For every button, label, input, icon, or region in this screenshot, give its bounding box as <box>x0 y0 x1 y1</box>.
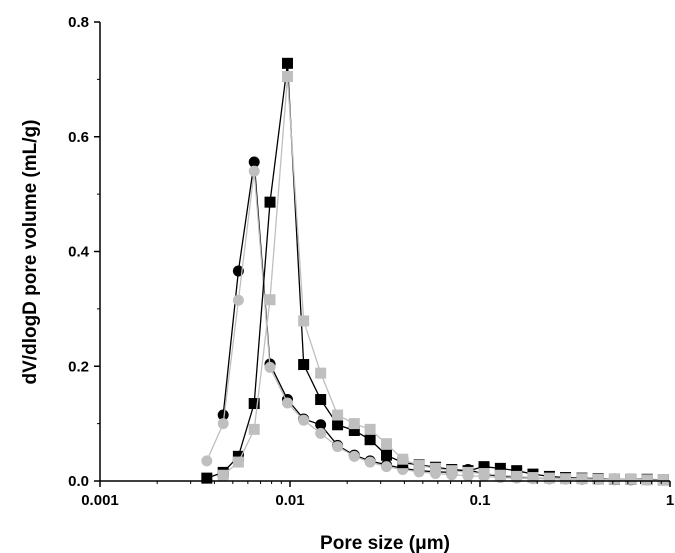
data-point <box>248 423 260 435</box>
x-tick-label: 0.001 <box>81 492 119 509</box>
data-point <box>494 462 506 474</box>
data-point <box>217 409 229 421</box>
series-4 <box>217 71 669 486</box>
data-point <box>657 474 669 486</box>
data-point <box>217 469 229 481</box>
data-point <box>446 465 458 477</box>
data-point <box>332 409 344 421</box>
axes-layer <box>99 22 670 482</box>
y-tick-label: 0.6 <box>68 129 89 146</box>
series-1 <box>217 156 669 486</box>
data-point <box>380 438 392 450</box>
y-axis-title: dV/dlogD pore volume (mL/g) <box>20 120 41 385</box>
data-point <box>201 472 213 484</box>
data-point <box>641 474 653 486</box>
data-point <box>264 294 276 306</box>
series-2 <box>201 165 669 486</box>
data-point <box>281 57 293 69</box>
data-point <box>348 418 360 430</box>
x-tick-label: 0.1 <box>470 492 491 509</box>
series-line <box>222 161 664 481</box>
data-point <box>298 359 310 371</box>
data-point <box>332 441 344 453</box>
data-point <box>527 472 539 484</box>
data-point <box>264 196 276 208</box>
series-layer <box>201 57 669 486</box>
data-point <box>592 473 604 485</box>
data-point <box>217 418 229 430</box>
data-point <box>298 315 310 327</box>
data-point <box>332 419 344 431</box>
data-point <box>248 165 260 177</box>
data-point <box>364 423 376 435</box>
data-point <box>608 473 620 485</box>
data-point <box>543 472 555 484</box>
y-tick-label: 0.0 <box>68 473 89 490</box>
data-point <box>248 156 260 168</box>
data-point <box>281 397 293 409</box>
data-point <box>478 468 490 480</box>
data-point <box>298 414 310 426</box>
data-point <box>625 473 637 485</box>
data-point <box>232 450 244 462</box>
data-point <box>281 71 293 83</box>
ticks-layer: 0.001 0.01 0.1 1 0.0 0.2 0.4 0.6 0.8 <box>68 14 674 509</box>
data-point <box>511 470 523 482</box>
data-point <box>380 461 392 473</box>
data-point <box>248 398 260 410</box>
series-3 <box>201 57 669 486</box>
data-point <box>232 294 244 306</box>
y-tick-label: 0.4 <box>68 244 90 261</box>
data-point <box>232 456 244 468</box>
y-tick-label: 0.2 <box>68 358 89 375</box>
data-point <box>201 455 213 467</box>
data-point <box>348 450 360 462</box>
data-point <box>380 449 392 461</box>
data-point <box>397 453 409 465</box>
data-point <box>413 460 425 472</box>
y-tick-label: 0.8 <box>68 14 89 31</box>
data-point <box>494 469 506 481</box>
data-point <box>364 456 376 468</box>
data-point <box>364 434 376 446</box>
x-tick-label: 1 <box>666 492 674 509</box>
data-point <box>315 419 327 431</box>
data-point <box>315 427 327 439</box>
data-point <box>576 473 588 485</box>
data-point <box>348 425 360 437</box>
series-line <box>206 63 664 481</box>
data-point <box>429 462 441 474</box>
series-line <box>206 171 664 481</box>
data-point <box>511 465 523 477</box>
data-point <box>315 394 327 406</box>
data-point <box>315 367 327 379</box>
data-point <box>462 466 474 478</box>
data-point <box>264 361 276 373</box>
x-axis-title: Pore size (μm) <box>320 533 450 553</box>
x-tick-label: 0.01 <box>275 492 304 509</box>
data-point <box>560 473 572 485</box>
data-point <box>478 461 490 473</box>
series-line <box>222 76 664 481</box>
